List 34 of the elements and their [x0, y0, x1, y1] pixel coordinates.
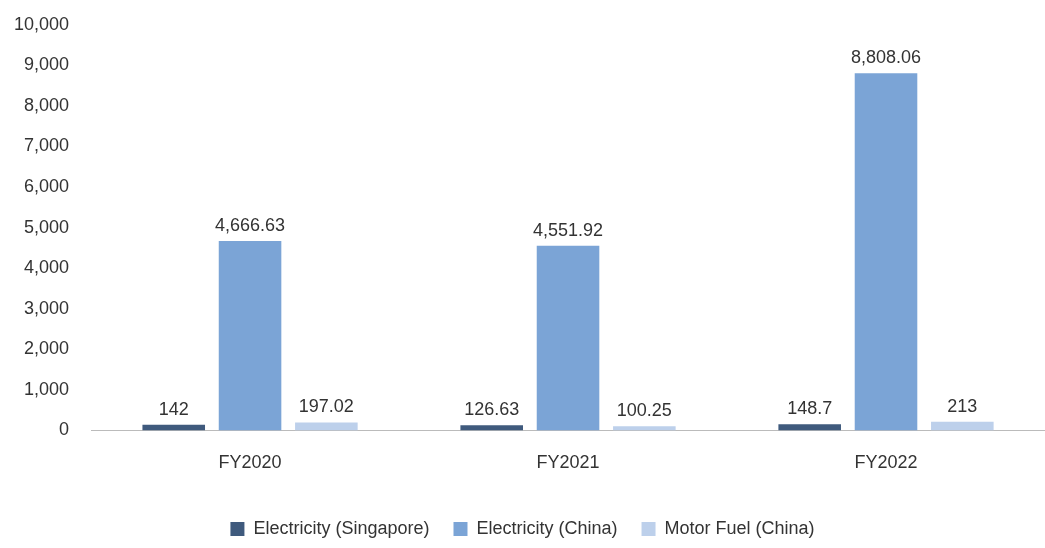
- y-tick-label: 2,000: [24, 338, 70, 359]
- data-label: 126.63: [464, 399, 520, 420]
- x-tick-label: FY2022: [854, 452, 918, 473]
- y-tick-label: 3,000: [24, 297, 70, 318]
- data-label: 4,666.63: [215, 215, 286, 236]
- y-tick-label: 7,000: [24, 135, 70, 156]
- data-label: 142: [158, 398, 189, 419]
- bar: [460, 425, 523, 431]
- y-tick-label: 9,000: [24, 54, 70, 75]
- data-label: 197.02: [298, 396, 354, 417]
- y-tick-label: 6,000: [24, 176, 70, 197]
- y-tick-label: 5,000: [24, 216, 70, 237]
- bar: [218, 241, 282, 431]
- legend-label: Motor Fuel (China): [664, 517, 815, 538]
- y-tick-label: 1,000: [24, 378, 70, 399]
- y-tick-label: 0: [59, 419, 70, 440]
- x-tick-label: FY2021: [536, 452, 600, 473]
- legend-label: Electricity (Singapore): [253, 517, 430, 538]
- data-label: 100.25: [616, 400, 672, 421]
- data-label: 148.7: [787, 398, 833, 419]
- y-tick-label: 8,000: [24, 94, 70, 115]
- data-label: 8,808.06: [850, 47, 922, 68]
- bar: [613, 426, 676, 431]
- data-label: 213: [947, 395, 978, 416]
- y-tick-label: 10,000: [13, 13, 70, 34]
- y-tick-label: 4,000: [24, 257, 70, 278]
- bar: [536, 245, 600, 431]
- x-tick-label: FY2020: [218, 452, 282, 473]
- bar: [295, 422, 358, 431]
- bar: [931, 421, 994, 431]
- bar: [778, 424, 841, 431]
- legend-label: Electricity (China): [476, 517, 618, 538]
- bar: [854, 73, 918, 431]
- data-label: 4,551.92: [532, 219, 604, 240]
